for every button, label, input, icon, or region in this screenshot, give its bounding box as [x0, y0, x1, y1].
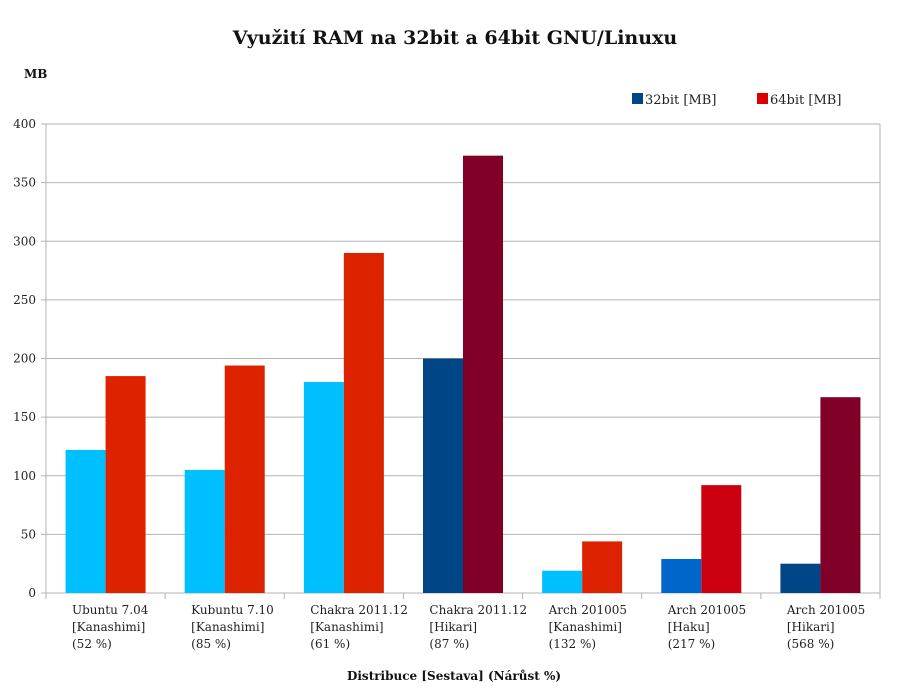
bar-64bit-2 [343, 252, 384, 593]
axes [45, 124, 881, 599]
bar-64bit-0 [105, 376, 146, 593]
bar-32bit-4 [542, 570, 583, 593]
category-label: Chakra 2011.12 [310, 603, 408, 617]
category-label: (52 %) [72, 637, 112, 651]
category-label: Kubuntu 7.10 [191, 603, 274, 617]
bar-32bit-0 [65, 449, 106, 593]
y-tick-label: 200 [13, 352, 36, 366]
category-label: (61 %) [310, 637, 350, 651]
category-label: (132 %) [549, 637, 596, 651]
y-tick-label: 50 [21, 527, 36, 541]
category-label: Arch 201005 [548, 603, 627, 617]
legend: 32bit [MB] 64bit [MB] [632, 93, 841, 108]
bar-64bit-4 [582, 541, 623, 593]
category-label: [Kanashimi] [191, 620, 264, 634]
x-axis-label: Distribuce [Sestava] (Nárůst %) [347, 669, 561, 683]
y-tick-label: 350 [13, 176, 36, 190]
y-tick-labels: 0 50 100 150 200 250 300 350 400 [13, 117, 36, 600]
category-label: [Hikari] [429, 620, 477, 634]
y-tick-label: 150 [13, 410, 36, 424]
legend-swatch [757, 93, 768, 104]
bar-64bit-3 [463, 155, 503, 593]
category-label: (568 %) [787, 637, 834, 651]
y-tick-label: 100 [13, 469, 36, 483]
y-axis-label: MB [24, 67, 47, 81]
y-tick-label: 400 [13, 117, 36, 131]
legend-swatch [632, 93, 643, 104]
bar-32bit-5 [661, 558, 702, 593]
category-label: (85 %) [191, 637, 231, 651]
category-label: Chakra 2011.12 [429, 603, 527, 617]
y-tick-label: 300 [13, 234, 36, 248]
y-tick-label: 250 [13, 293, 36, 307]
y-tick-label: 0 [28, 586, 36, 600]
category-label: (217 %) [668, 637, 715, 651]
bar-32bit-3 [423, 358, 463, 593]
bar-64bit-6 [820, 397, 861, 593]
category-label: Arch 201005 [667, 603, 746, 617]
legend-label: 32bit [MB] [645, 93, 716, 108]
category-label: (87 %) [429, 637, 469, 651]
bar-32bit-2 [303, 381, 344, 593]
category-label: Ubuntu 7.04 [72, 603, 149, 617]
legend-label: 64bit [MB] [770, 93, 841, 108]
category-label: [Haku] [668, 620, 710, 634]
bar-32bit-6 [780, 563, 821, 593]
bar-64bit-5 [701, 485, 742, 593]
category-label: [Kanashimi] [310, 620, 383, 634]
category-label: Arch 201005 [786, 603, 865, 617]
bar-32bit-1 [184, 469, 225, 593]
x-category-labels: Ubuntu 7.04 [Kanashimi] (52 %) Kubuntu 7.10… [72, 603, 865, 651]
chart-title: Využití RAM na 32bit a 64bit GNU/Linuxu [232, 27, 678, 49]
bar-64bit-1 [224, 365, 265, 593]
category-label: [Kanashimi] [72, 620, 145, 634]
bars [65, 155, 861, 593]
category-label: [Kanashimi] [549, 620, 622, 634]
category-label: [Hikari] [787, 620, 835, 634]
